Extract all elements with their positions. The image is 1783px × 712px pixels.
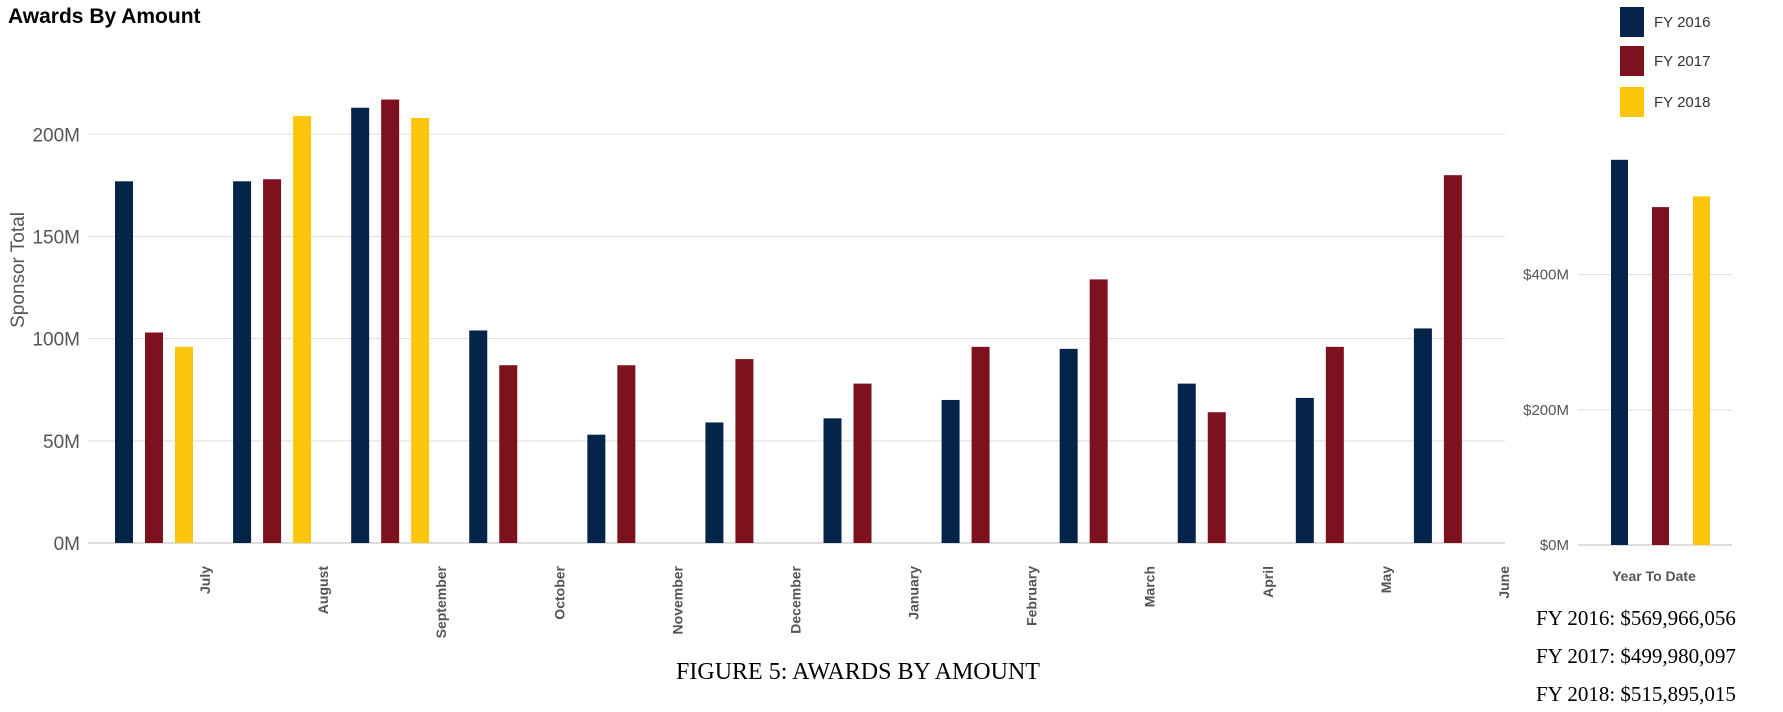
ytd-totals: FY 2016: $569,966,056 FY 2017: $499,980,… <box>1536 606 1736 706</box>
bar-may-fy-2016 <box>1295 397 1314 543</box>
x-tick-label-february: February <box>1024 566 1040 626</box>
bar-november-fy-2017 <box>617 365 636 543</box>
y-tick-label-1: 50M <box>43 432 80 453</box>
x-tick-label-january: January <box>906 566 922 620</box>
legend-swatch-fy2018 <box>1620 87 1644 117</box>
y-tick-label-2: 100M <box>32 330 80 351</box>
x-tick-label-october: October <box>551 565 567 619</box>
ytd-bar-fy-2017 <box>1652 207 1669 545</box>
bar-november-fy-2016 <box>587 434 606 543</box>
total-fy2016: FY 2016: $569,966,056 <box>1536 606 1736 630</box>
bar-march-fy-2017 <box>1089 279 1108 543</box>
bar-august-fy-2016 <box>233 181 252 543</box>
ytd-bar-fy-2018 <box>1693 196 1710 545</box>
bar-july-fy-2016 <box>115 181 133 543</box>
main-chart-x-ticks: July August September October November Decemb… <box>197 565 1512 638</box>
x-tick-label-december: December <box>787 565 803 633</box>
bar-july-fy-2017 <box>145 332 163 543</box>
x-tick-label-july: July <box>197 566 213 594</box>
y-tick-label-0: 0M <box>54 534 80 555</box>
bar-may-fy-2017 <box>1325 346 1344 543</box>
x-tick-label-september: September <box>433 565 449 638</box>
ytd-chart-bars <box>1611 159 1710 545</box>
ytd-y-tick-label-1: $200M <box>1523 402 1569 419</box>
bar-february-fy-2016 <box>941 399 960 543</box>
chart-title: Awards By Amount <box>8 5 201 28</box>
bar-september-fy-2018 <box>411 117 430 544</box>
bar-december-fy-2016 <box>705 422 724 543</box>
bar-april-fy-2017 <box>1207 412 1226 543</box>
bar-october-fy-2016 <box>469 330 488 543</box>
bar-june-fy-2017 <box>1443 175 1462 543</box>
bar-january-fy-2016 <box>823 418 842 543</box>
bar-july-fy-2018 <box>175 346 193 543</box>
total-fy2017: FY 2017: $499,980,097 <box>1536 644 1736 668</box>
x-tick-label-may: May <box>1378 566 1394 593</box>
bar-october-fy-2017 <box>499 365 518 543</box>
figure-caption: FIGURE 5: AWARDS BY AMOUNT <box>676 659 1040 685</box>
bar-august-fy-2017 <box>263 179 282 543</box>
y-tick-label-4: 200M <box>32 125 80 146</box>
ytd-chart-y-ticks: $0M $200M $400M <box>1523 267 1569 554</box>
bar-january-fy-2017 <box>853 383 872 543</box>
bar-september-fy-2016 <box>351 107 370 543</box>
legend-swatch-fy2017 <box>1620 46 1644 76</box>
total-fy2018: FY 2018: $515,895,015 <box>1536 682 1736 706</box>
ytd-category-label: Year To Date <box>1612 568 1696 584</box>
legend-label-fy2018: FY 2018 <box>1654 94 1710 111</box>
x-tick-label-august: August <box>315 566 331 615</box>
y-tick-label-3: 150M <box>32 227 80 248</box>
bar-april-fy-2016 <box>1177 383 1196 543</box>
bar-december-fy-2017 <box>735 359 754 543</box>
legend-label-fy2017: FY 2017 <box>1654 53 1710 70</box>
bar-march-fy-2016 <box>1059 348 1078 543</box>
main-chart-bars <box>115 99 1462 544</box>
main-chart-y-ticks: 0M 50M 100M 150M 200M <box>32 125 80 555</box>
bar-september-fy-2017 <box>381 99 400 543</box>
legend: FY 2016 FY 2017 FY 2018 <box>1620 7 1710 117</box>
bar-august-fy-2018 <box>293 115 312 544</box>
x-tick-label-june: June <box>1496 566 1512 599</box>
bar-june-fy-2016 <box>1413 328 1432 543</box>
main-chart-gridlines <box>88 133 1505 544</box>
x-tick-label-november: November <box>669 565 685 634</box>
y-axis-title: Sponsor Total <box>8 212 29 328</box>
x-tick-label-april: April <box>1260 566 1276 598</box>
x-tick-label-march: March <box>1142 566 1158 607</box>
ytd-y-tick-label-0: $0M <box>1540 537 1569 554</box>
legend-label-fy2016: FY 2016 <box>1654 14 1710 31</box>
legend-swatch-fy2016 <box>1620 7 1644 37</box>
ytd-bar-fy-2016 <box>1611 159 1628 545</box>
bar-february-fy-2017 <box>971 346 990 543</box>
ytd-y-tick-label-2: $400M <box>1523 267 1569 284</box>
